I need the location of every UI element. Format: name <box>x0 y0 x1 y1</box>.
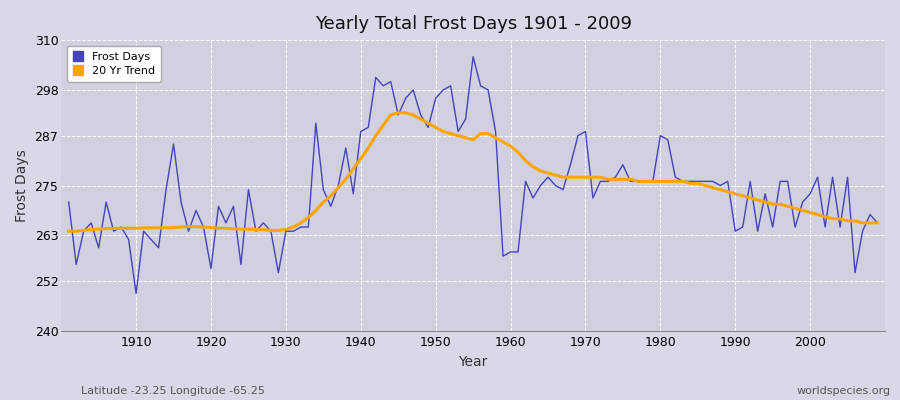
Text: worldspecies.org: worldspecies.org <box>796 386 891 396</box>
Y-axis label: Frost Days: Frost Days <box>15 149 29 222</box>
Legend: Frost Days, 20 Yr Trend: Frost Days, 20 Yr Trend <box>67 46 161 82</box>
X-axis label: Year: Year <box>458 355 488 369</box>
Text: Latitude -23.25 Longitude -65.25: Latitude -23.25 Longitude -65.25 <box>81 386 265 396</box>
Title: Yearly Total Frost Days 1901 - 2009: Yearly Total Frost Days 1901 - 2009 <box>315 15 632 33</box>
